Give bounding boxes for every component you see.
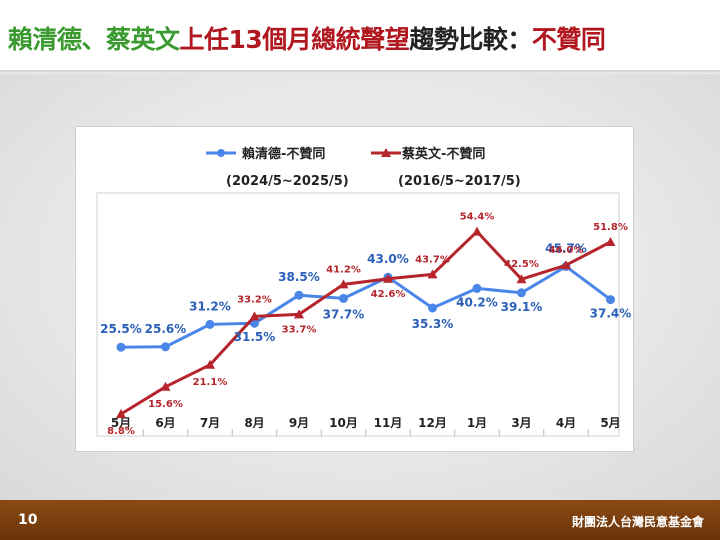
x-tick-label: 7月 bbox=[200, 416, 220, 430]
data-label-tsai: 42.6% bbox=[371, 289, 406, 300]
title-divider bbox=[0, 70, 720, 74]
legend-period-tsai: (2016/5~2017/5) bbox=[398, 174, 521, 189]
data-point-lai bbox=[339, 293, 348, 303]
data-point-tsai bbox=[160, 381, 171, 391]
legend-period-lai: (2024/5~2025/5) bbox=[226, 174, 349, 189]
data-point-lai bbox=[472, 283, 482, 293]
plot-area bbox=[96, 192, 620, 437]
data-label-lai: 40.2% bbox=[456, 295, 498, 309]
line-chart: 賴清德-不贊同 (2024/5~2025/5) 蔡英文-不贊同 (2016/5~… bbox=[96, 146, 631, 437]
title-part-main: 上任13個月總統聲望 bbox=[179, 25, 410, 54]
page-number: 10 bbox=[18, 512, 38, 528]
x-tick-label: 5月 bbox=[600, 416, 620, 430]
data-point-tsai bbox=[472, 226, 482, 236]
data-label-tsai: 51.8% bbox=[593, 222, 628, 233]
title-part-names: 賴清德、蔡英文 bbox=[8, 25, 180, 54]
x-tick-label: 5月 bbox=[111, 416, 131, 430]
legend-marker-lai bbox=[217, 149, 225, 157]
data-point-lai bbox=[428, 303, 437, 313]
x-tick-label: 10月 bbox=[329, 416, 358, 430]
series-layer bbox=[116, 226, 616, 418]
data-point-tsai bbox=[338, 279, 349, 289]
data-label-tsai: 54.4% bbox=[460, 212, 495, 223]
legend-label-tsai: 蔡英文-不贊同 bbox=[401, 146, 485, 162]
x-tick-label: 11月 bbox=[374, 416, 403, 430]
series-line-tsai bbox=[120, 230, 612, 416]
data-point-lai bbox=[205, 319, 215, 329]
data-point-tsai bbox=[116, 409, 126, 418]
data-label-lai: 37.7% bbox=[323, 307, 365, 321]
x-axis: 5月 6月 7月 8月 9月 10月 11月 12月 1月 3月 4月 5月 bbox=[111, 416, 621, 436]
series-line-lai bbox=[120, 264, 612, 349]
data-point-tsai bbox=[205, 359, 215, 369]
data-label-lai: 38.5% bbox=[278, 270, 320, 284]
title-part-trend: 趨勢比較： bbox=[409, 25, 532, 54]
x-tick-label: 6月 bbox=[155, 416, 175, 430]
data-label-tsai: 8.8% bbox=[107, 426, 135, 437]
data-point-tsai bbox=[516, 274, 527, 284]
slide-title: 賴清德、蔡英文上任13個月總統聲望趨勢比較：不贊同 bbox=[8, 20, 606, 56]
data-point-tsai bbox=[294, 309, 304, 319]
footer-bar: 10 財團法人台灣民意基金會 bbox=[0, 500, 720, 540]
data-label-lai: 37.4% bbox=[590, 307, 632, 321]
chart-frame: 賴清德-不贊同 (2024/5~2025/5) 蔡英文-不贊同 (2016/5~… bbox=[75, 126, 634, 452]
data-point-tsai bbox=[605, 237, 616, 246]
title-part-disapprove: 不贊同 bbox=[531, 25, 606, 54]
data-label-lai: 45.7% bbox=[545, 241, 587, 255]
organization-name: 財團法人台灣民意基金會 bbox=[571, 515, 704, 529]
legend-marker-tsai bbox=[381, 148, 391, 157]
data-labels: 25.5% 25.6%31.2% 31.5% 38.5% 37.7% 43.0% 35.3%… bbox=[100, 212, 631, 437]
data-point-lai bbox=[116, 342, 126, 352]
x-tick-label: 9月 bbox=[289, 416, 309, 430]
data-label-tsai: 21.1% bbox=[193, 377, 228, 388]
x-tick-label: 3月 bbox=[511, 416, 531, 430]
data-label-tsai: 33.2% bbox=[237, 294, 272, 305]
data-point-lai bbox=[161, 342, 170, 352]
data-point-tsai bbox=[561, 260, 571, 270]
data-point-lai bbox=[294, 290, 304, 300]
legend: 賴清德-不贊同 (2024/5~2025/5) 蔡英文-不贊同 (2016/5~… bbox=[206, 146, 521, 189]
data-label-lai: 31.2% bbox=[189, 299, 231, 313]
data-label-lai: 25.6% bbox=[145, 322, 187, 336]
data-point-tsai bbox=[249, 311, 260, 321]
data-label-tsai: 43.7% bbox=[415, 254, 450, 265]
data-label-tsai: 15.6% bbox=[148, 399, 183, 410]
x-tick-label: 1月 bbox=[467, 416, 487, 430]
data-point-lai bbox=[606, 295, 615, 305]
x-tick-label: 12月 bbox=[418, 416, 447, 430]
legend-label-lai: 賴清德-不贊同 bbox=[242, 146, 325, 162]
data-label-tsai: 41.2% bbox=[326, 264, 361, 275]
data-label-lai: 35.3% bbox=[412, 317, 454, 331]
data-point-lai bbox=[517, 288, 526, 298]
data-label-tsai: 42.5% bbox=[504, 259, 539, 270]
data-label-lai: 31.5% bbox=[234, 330, 276, 344]
data-label-tsai: 33.7% bbox=[282, 324, 317, 335]
data-point-tsai bbox=[427, 269, 438, 279]
data-label-tsai: 46.0% bbox=[549, 245, 584, 256]
x-tick-label: 8月 bbox=[244, 416, 264, 430]
data-label-lai: 25.5% bbox=[100, 322, 142, 336]
data-point-tsai bbox=[383, 273, 393, 283]
data-label-lai: 39.1% bbox=[501, 300, 543, 314]
data-label-lai: 43.0% bbox=[367, 252, 409, 266]
title-bar: 賴清德、蔡英文上任13個月總統聲望趨勢比較：不贊同 bbox=[0, 0, 720, 70]
x-tick-label: 4月 bbox=[556, 416, 576, 430]
